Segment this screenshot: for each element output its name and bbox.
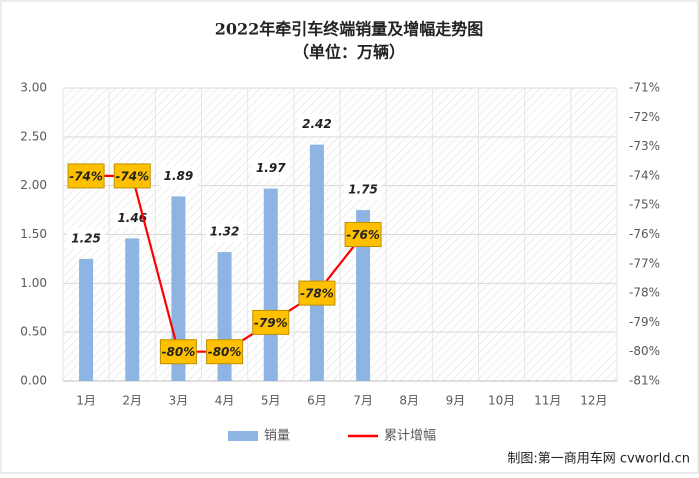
value-label: -76%: [346, 228, 380, 242]
y2-tick-label: -81%: [629, 374, 660, 388]
value-label: 1.97: [256, 161, 286, 175]
y2-tick-label: -74%: [629, 168, 660, 182]
y2-tick-label: -77%: [629, 256, 660, 270]
chart-subtitle: （单位：万辆）: [293, 43, 405, 62]
value-label: 1.75: [348, 183, 378, 197]
value-label: 1.46: [117, 211, 147, 225]
value-label: 1.32: [210, 225, 240, 239]
x-tick-label: 9月: [446, 394, 466, 408]
value-label-box: [344, 180, 383, 201]
x-tick-label: 3月: [169, 394, 189, 408]
y-tick-label: 1.50: [20, 227, 47, 241]
value-label: 2.42: [302, 117, 332, 131]
value-label-box: [205, 222, 244, 243]
y-tick-label: 2.50: [20, 129, 47, 143]
x-tick-label: 5月: [261, 394, 281, 408]
x-tick-label: 2月: [122, 394, 142, 408]
x-tick-label: 12月: [580, 394, 607, 408]
y2-tick-label: -79%: [629, 315, 660, 329]
x-tick-label: 8月: [399, 394, 419, 408]
value-label: 1.25: [71, 231, 101, 245]
value-label-box: [206, 339, 244, 365]
y-tick-label: 0.50: [20, 325, 47, 339]
value-label: -78%: [300, 287, 334, 301]
bar: [79, 258, 94, 381]
x-tick-label: 4月: [215, 394, 235, 408]
y2-tick-label: -80%: [629, 344, 660, 358]
y2-tick-label: -75%: [629, 198, 660, 212]
source-note: 制图:第一商用车网 cvworld.cn: [507, 451, 690, 467]
x-tick-label: 11月: [534, 394, 561, 408]
y2-tick-label: -72%: [629, 110, 660, 124]
legend-label: 销量: [264, 429, 290, 444]
value-label: 1.89: [164, 169, 194, 183]
legend-label: 累计增幅: [384, 429, 436, 444]
x-tick-label: 7月: [353, 394, 373, 408]
bar: [309, 144, 324, 381]
chart-title: 2022年牵引车终端销量及增幅走势图: [215, 20, 484, 39]
value-label: -79%: [254, 316, 288, 330]
value-label: -80%: [162, 345, 196, 359]
value-label-box: [298, 280, 336, 306]
y2-tick-label: -76%: [629, 227, 660, 241]
x-tick-label: 6月: [307, 394, 327, 408]
x-tick-label: 1月: [76, 394, 96, 408]
value-label-box: [252, 309, 290, 335]
bar: [263, 188, 278, 381]
y-tick-label: 2.00: [20, 178, 47, 192]
bar: [356, 210, 371, 381]
value-label-box: [297, 114, 336, 135]
y-tick-label: 1.00: [20, 276, 47, 290]
value-label: -74%: [115, 169, 149, 183]
value-label-box: [251, 158, 290, 179]
value-label-box: [67, 163, 105, 189]
y-tick-label: 3.00: [20, 81, 47, 95]
y2-tick-label: -71%: [629, 81, 660, 95]
y2-tick-label: -78%: [629, 286, 660, 300]
value-label-box: [159, 339, 197, 365]
bar: [125, 238, 140, 381]
value-label-box: [67, 228, 106, 249]
legend-swatch: [228, 431, 258, 441]
value-label-box: [344, 222, 382, 247]
y-tick-label: 0.00: [20, 374, 47, 388]
value-label: -74%: [69, 169, 103, 183]
x-tick-label: 10月: [488, 394, 515, 408]
value-label: -80%: [208, 345, 242, 359]
y2-tick-label: -73%: [629, 139, 660, 153]
value-label-box: [113, 163, 151, 189]
value-label-box: [159, 166, 198, 187]
